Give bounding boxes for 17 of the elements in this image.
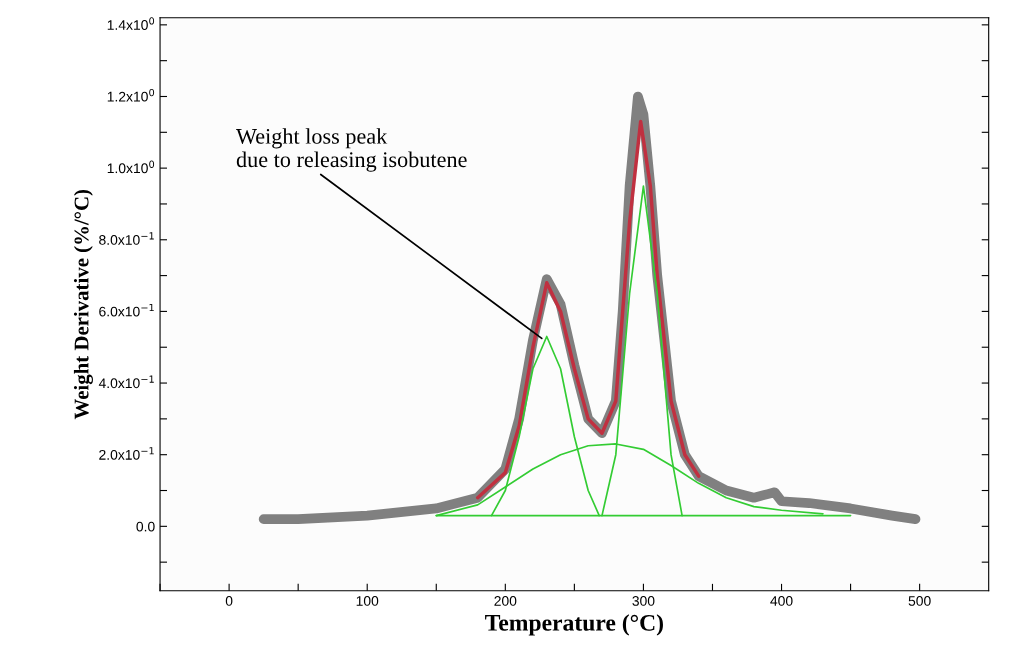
x-tick-label: 400: [770, 596, 793, 606]
x-axis-title: Temperature (°C): [485, 614, 663, 636]
x-tick-label: 300: [632, 596, 655, 606]
y-tick-label: 4.0x10$^{−1}$: [98, 375, 154, 389]
y-tick-label: 1.2x10$^{0}$: [107, 88, 155, 102]
x-tick-label: 200: [494, 596, 517, 606]
annotation: Weight loss peak due to releasing isobutene: [236, 128, 467, 172]
y-tick-label: 1.4x10$^{0}$: [107, 17, 155, 30]
y-tick-label: 0.0: [136, 521, 155, 532]
y-tick-label: 2.0x10$^{−1}$: [99, 447, 154, 460]
x-tick-label: 500: [908, 596, 931, 606]
x-tick-label: 0: [225, 596, 233, 606]
y-axis-title: Weight Derivative (%/°C): [73, 189, 93, 420]
y-tick-label: 1.0x10$^{0}$: [107, 160, 155, 174]
x-tick-label: 100: [356, 596, 379, 606]
y-tick-label: 8.0x10$^{−1}$: [99, 232, 154, 245]
y-tick-label: 6.0x10$^{−1}$: [99, 303, 154, 317]
